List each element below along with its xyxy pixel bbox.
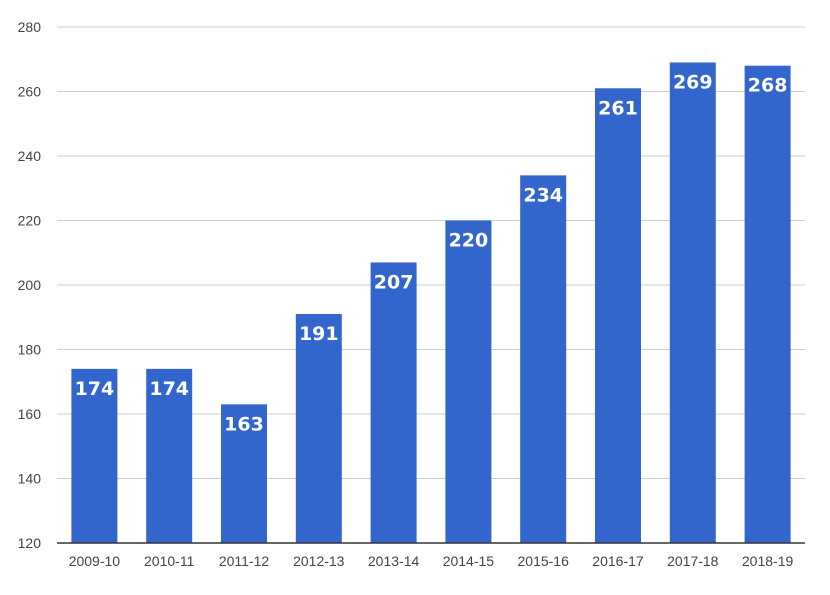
y-tick-label: 240 (18, 148, 42, 164)
bar-2016-17 (595, 88, 641, 544)
x-tick-label: 2013-14 (368, 553, 420, 569)
y-tick-label: 200 (18, 277, 42, 293)
bar-value-label: 269 (673, 71, 713, 93)
bar-2017-18 (669, 62, 716, 543)
bar-2013-14 (370, 262, 417, 543)
x-tick-label: 2014-15 (443, 553, 495, 569)
bar-2018-19 (744, 65, 791, 543)
bar-value-label: 174 (149, 378, 189, 400)
y-tick-label: 120 (18, 535, 42, 551)
y-tick-label: 140 (18, 471, 42, 487)
bar-2012-13 (295, 314, 342, 543)
y-tick-label: 160 (18, 406, 42, 422)
bar-2015-16 (520, 175, 567, 543)
bar-value-label: 234 (523, 184, 563, 206)
y-tick-label: 180 (18, 342, 42, 358)
x-tick-label: 2011-12 (219, 553, 270, 569)
x-tick-label: 2009-10 (69, 553, 121, 569)
x-tick-label: 2016-17 (592, 553, 644, 569)
x-axis-tick-labels: 2009-10 2010-11 2011-12 2012-13 2013-14 2014-… (69, 553, 794, 569)
x-tick-label: 2017-18 (667, 553, 719, 569)
x-tick-label: 2018-19 (742, 553, 794, 569)
bar-2014-15 (445, 220, 492, 543)
y-tick-label: 220 (18, 213, 42, 229)
bar-value-label: 207 (374, 271, 414, 293)
x-tick-label: 2012-13 (293, 553, 345, 569)
bar-value-label: 220 (449, 230, 489, 252)
bar-2011-12 (221, 404, 267, 543)
bar-value-label: 174 (75, 378, 115, 400)
x-tick-label: 2010-11 (144, 553, 195, 569)
y-tick-label: 260 (18, 84, 42, 100)
y-tick-label: 280 (18, 19, 42, 35)
x-tick-label: 2015-16 (518, 553, 570, 569)
bar-2010-11 (146, 368, 193, 543)
bar-value-labels: 174 174 163 191 207 220 234 261 269 268 (75, 71, 788, 435)
bar-value-label: 191 (299, 323, 339, 345)
bars (71, 62, 791, 544)
y-axis-tick-labels: 120 140 160 180 200 220 240 260 280 (18, 19, 42, 551)
bar-value-label: 268 (748, 75, 788, 97)
bar-value-label: 261 (598, 97, 638, 119)
bar-2009-10 (71, 368, 118, 543)
bar-value-label: 163 (224, 413, 264, 435)
